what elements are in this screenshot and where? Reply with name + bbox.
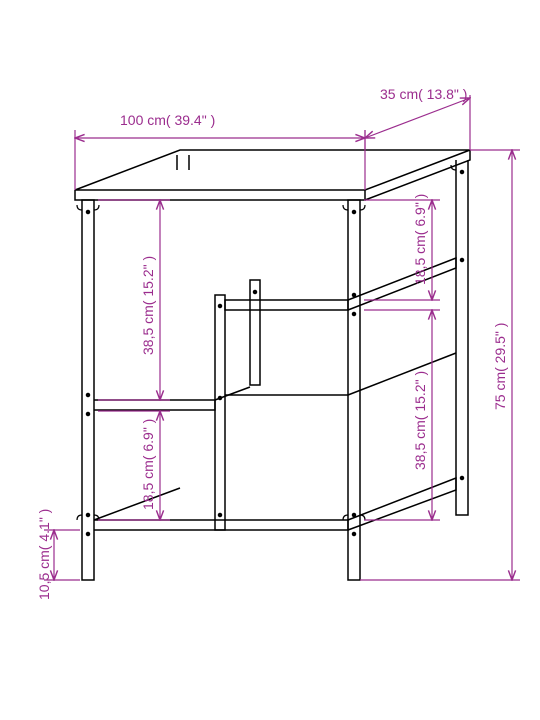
- width-label: 100 cm( 39.4" ): [120, 112, 215, 128]
- gap-top-left-label: 38,5 cm( 15.2" ): [140, 256, 156, 355]
- gap-bottom-left-label: 10,5 cm( 4.1" ): [36, 509, 52, 600]
- gap-mid-right-label: 38,5 cm( 15.2" ): [412, 371, 428, 470]
- drawing-container: 100 cm( 39.4" ) 35 cm( 13.8" ) 75 cm( 29…: [0, 0, 540, 720]
- depth-label: 35 cm( 13.8" ): [380, 86, 467, 102]
- gap-mid-left-label: 18,5 cm( 6.9" ): [140, 419, 156, 510]
- height-label: 75 cm( 29.5" ): [492, 323, 508, 410]
- gap-top-right-label: 18,5 cm( 6.9" ): [412, 194, 428, 285]
- furniture-outline: [75, 150, 470, 580]
- technical-drawing-svg: [0, 0, 540, 720]
